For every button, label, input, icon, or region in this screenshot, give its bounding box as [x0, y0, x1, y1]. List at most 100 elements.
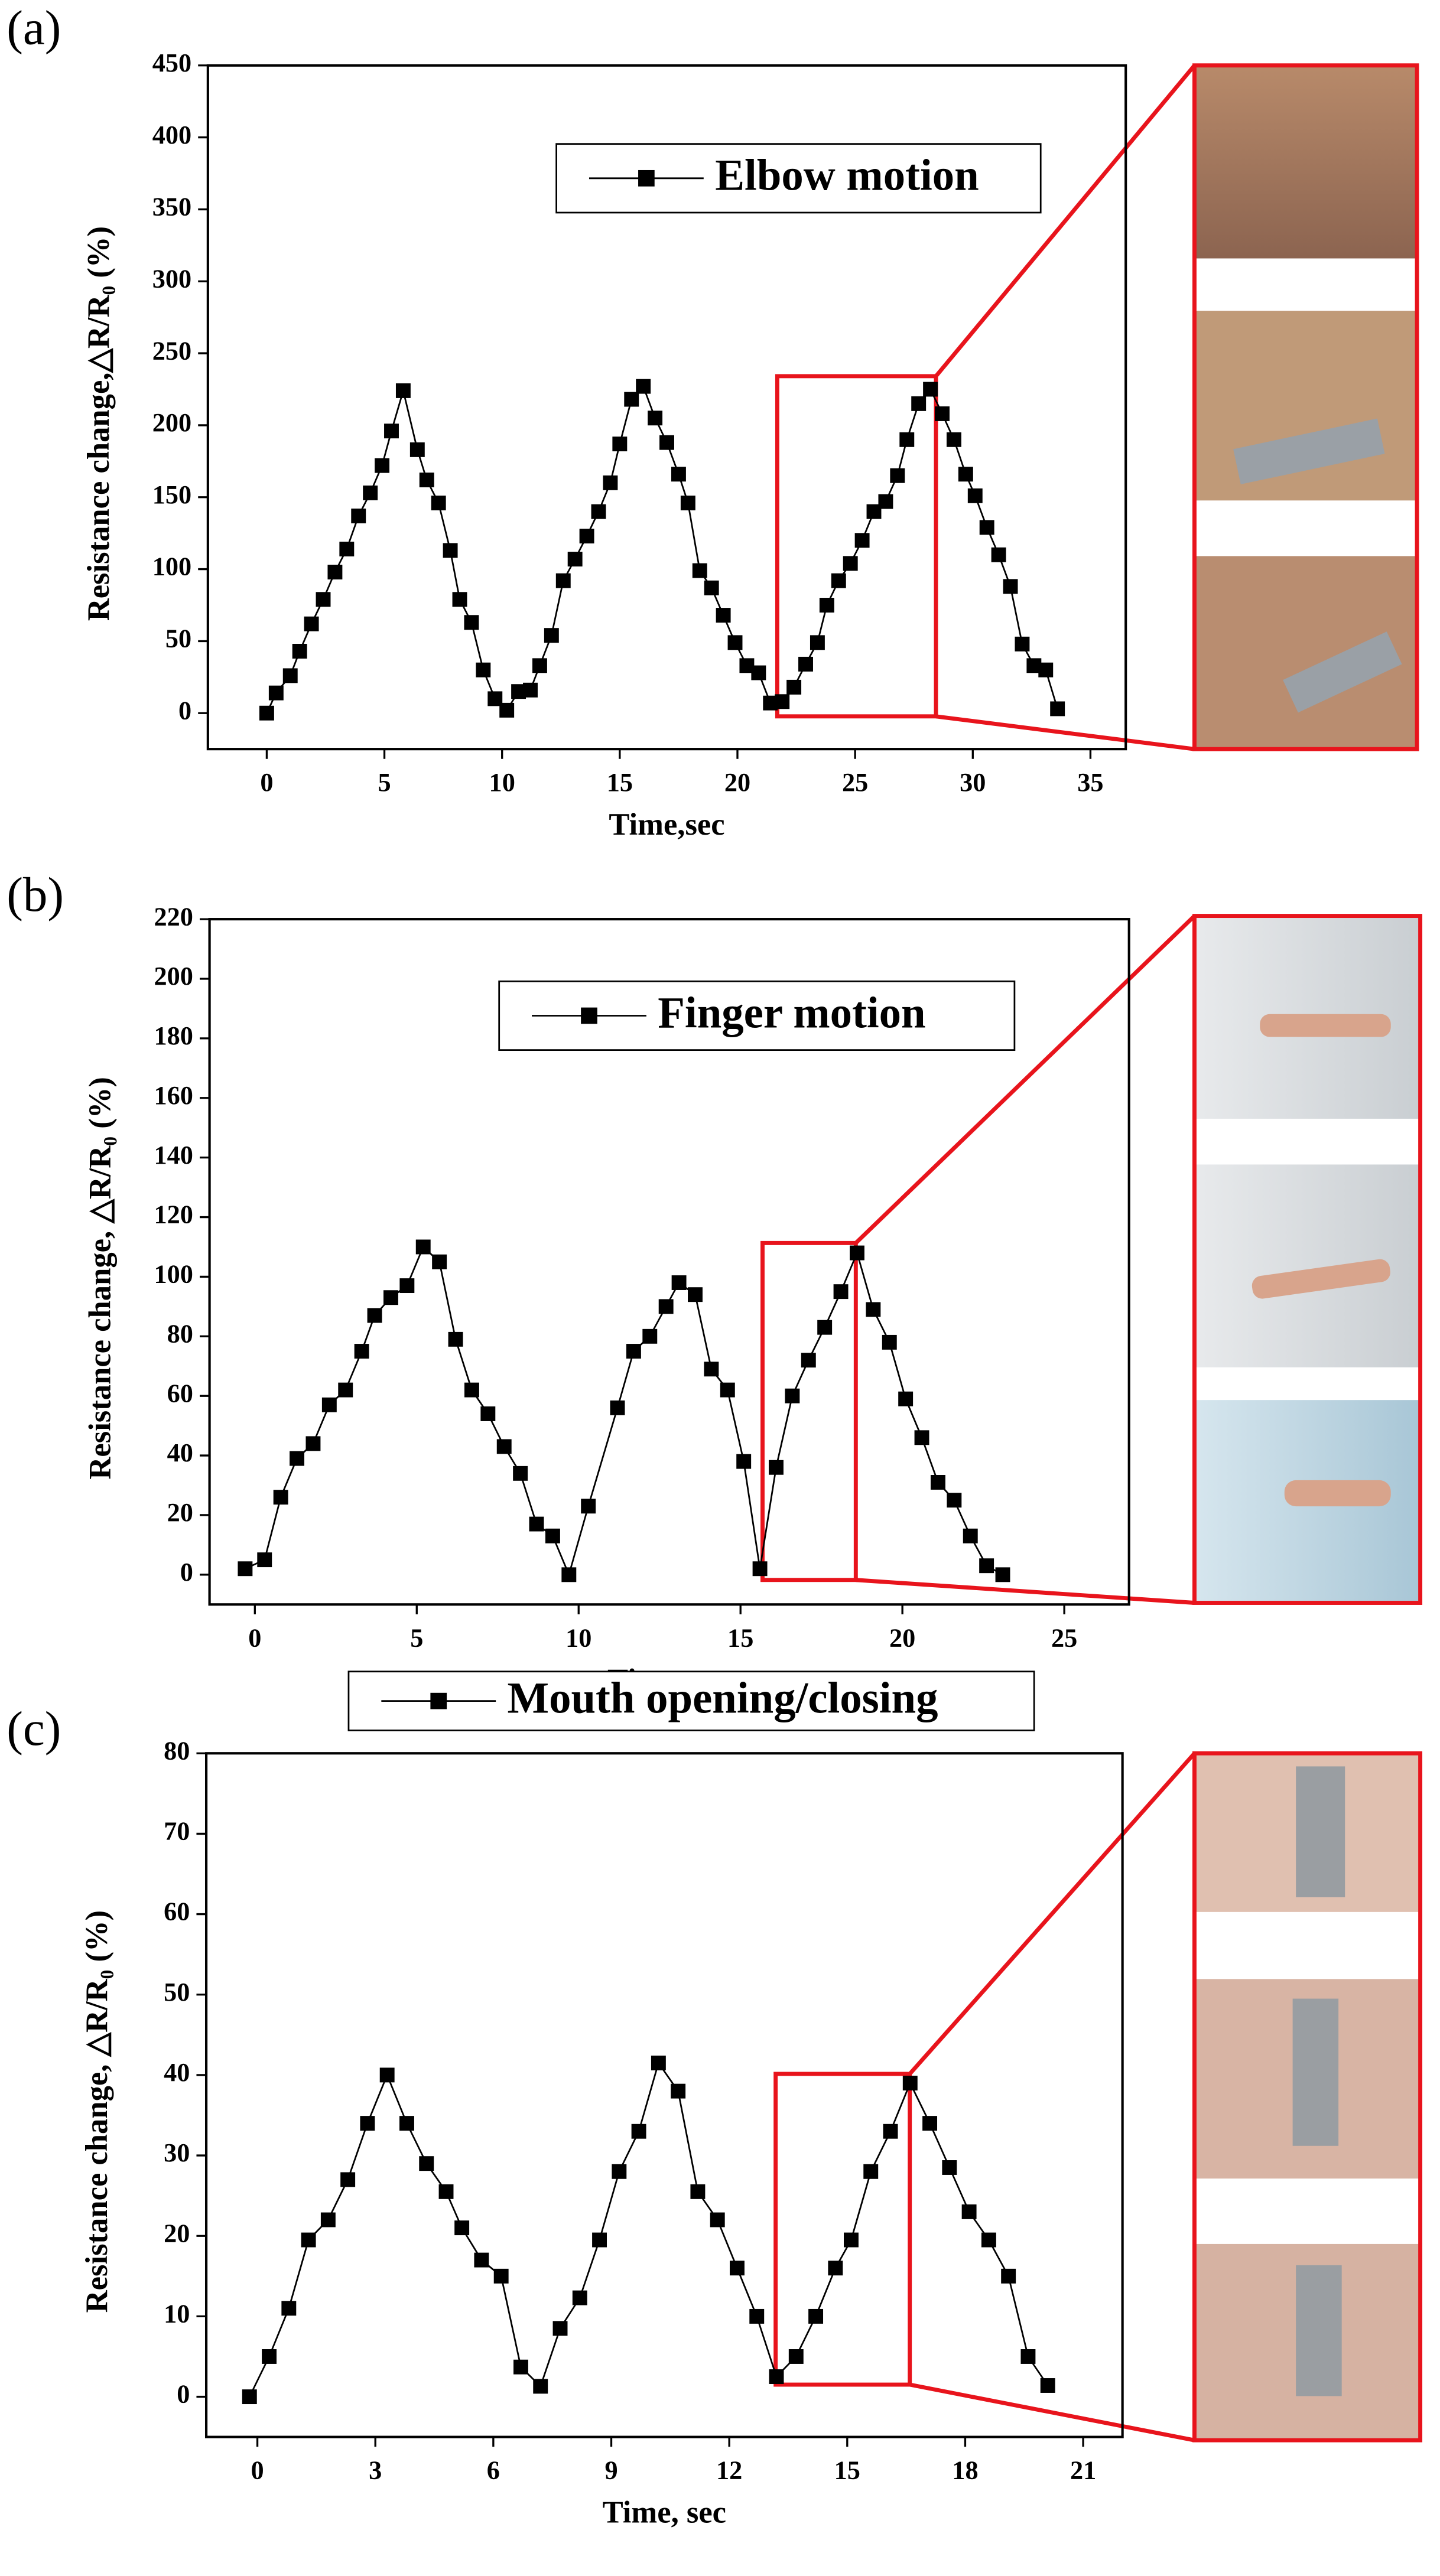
y-tick-label: 400 — [152, 121, 191, 149]
data-line — [249, 2061, 1049, 2398]
data-point — [648, 411, 663, 426]
data-point — [902, 2076, 918, 2090]
data-point — [890, 468, 905, 483]
data-point — [496, 1439, 512, 1454]
data-point — [775, 694, 790, 709]
x-tick-label: 0 — [260, 768, 273, 797]
y-tick-label: 80 — [164, 1736, 190, 1765]
data-point — [340, 2172, 356, 2187]
data-point — [281, 2301, 297, 2316]
data-point — [367, 1308, 382, 1323]
y-tick-label: 200 — [154, 962, 193, 991]
data-point — [532, 658, 547, 673]
data-point — [555, 573, 571, 588]
data-point — [513, 2359, 528, 2375]
data-point — [692, 563, 707, 578]
data-point — [1015, 636, 1030, 652]
data-point — [914, 1430, 929, 1445]
data-point — [561, 1567, 577, 1582]
data-point — [363, 485, 378, 500]
x-tick-label: 0 — [248, 1623, 261, 1652]
data-point — [995, 1567, 1010, 1582]
x-tick-label: 10 — [565, 1623, 591, 1652]
data-point — [688, 1287, 703, 1302]
panel-label: (b) — [6, 867, 64, 921]
data-point — [967, 488, 983, 503]
data-point — [882, 1334, 897, 1350]
data-point — [730, 2261, 745, 2276]
legend-label: Finger motion — [658, 988, 925, 1037]
data-point — [716, 608, 731, 623]
x-axis-label: Time,sec — [609, 807, 724, 842]
data-point — [991, 547, 1006, 562]
data-point — [831, 573, 846, 588]
data-point — [305, 1436, 321, 1451]
y-axis-label: Resistance change,△R/R₀ (%) — [82, 226, 116, 621]
data-point — [603, 475, 618, 490]
data-point — [338, 1382, 353, 1398]
x-tick-label: 12 — [716, 2456, 742, 2485]
data-point — [321, 1397, 337, 1412]
data-point — [384, 424, 399, 439]
plot-frame — [206, 64, 1127, 751]
photo-panel — [1192, 914, 1423, 1605]
data-point — [658, 1299, 674, 1314]
data-point — [651, 2056, 666, 2070]
data-point — [431, 496, 446, 510]
x-tick-label: 21 — [1070, 2456, 1096, 2485]
y-tick-label: 220 — [154, 902, 193, 931]
data-point — [963, 1528, 978, 1543]
plot-frame — [208, 918, 1130, 1606]
y-tick-label: 160 — [154, 1081, 193, 1110]
data-point — [567, 552, 583, 566]
data-point — [339, 542, 355, 556]
data-point — [591, 504, 606, 519]
data-point — [854, 533, 870, 548]
data-point — [383, 1290, 398, 1305]
data-point — [935, 406, 950, 421]
data-point — [769, 2369, 784, 2384]
data-point — [710, 2212, 725, 2227]
data-point — [878, 494, 893, 509]
data-point — [843, 556, 858, 571]
data-point — [923, 382, 938, 397]
data-point — [610, 1400, 625, 1415]
data-point — [899, 432, 915, 447]
data-point — [631, 2124, 646, 2139]
data-point — [624, 392, 639, 407]
data-point — [480, 1406, 496, 1421]
data-point — [810, 635, 825, 650]
data-point — [911, 396, 927, 411]
data-point — [690, 2184, 706, 2199]
data-point — [259, 705, 274, 721]
y-tick-label: 140 — [154, 1141, 193, 1170]
data-point — [786, 679, 802, 695]
y-tick-label: 0 — [178, 696, 191, 725]
x-tick-label: 15 — [834, 2456, 860, 2485]
x-tick-label: 9 — [604, 2456, 617, 2485]
data-point — [292, 644, 307, 659]
data-point — [354, 1344, 369, 1359]
panel-label: (a) — [6, 0, 61, 54]
data-point — [866, 1302, 881, 1317]
data-point — [448, 1331, 463, 1347]
data-point — [727, 635, 743, 650]
data-point — [1003, 579, 1018, 594]
data-point — [268, 685, 284, 701]
legend-label: Elbow motion — [715, 151, 979, 200]
data-point — [513, 1466, 528, 1481]
data-point — [751, 665, 766, 680]
x-tick-label: 25 — [1051, 1623, 1077, 1652]
data-point — [833, 1284, 849, 1300]
data-point — [642, 1328, 658, 1344]
data-point — [979, 520, 994, 535]
data-point — [720, 1382, 735, 1398]
data-point — [659, 435, 674, 450]
data-point — [801, 1353, 816, 1368]
data-point — [395, 383, 411, 398]
x-tick-label: 30 — [960, 768, 986, 797]
data-point — [752, 1561, 768, 1577]
data-point — [415, 1239, 431, 1255]
data-point — [671, 1275, 687, 1290]
